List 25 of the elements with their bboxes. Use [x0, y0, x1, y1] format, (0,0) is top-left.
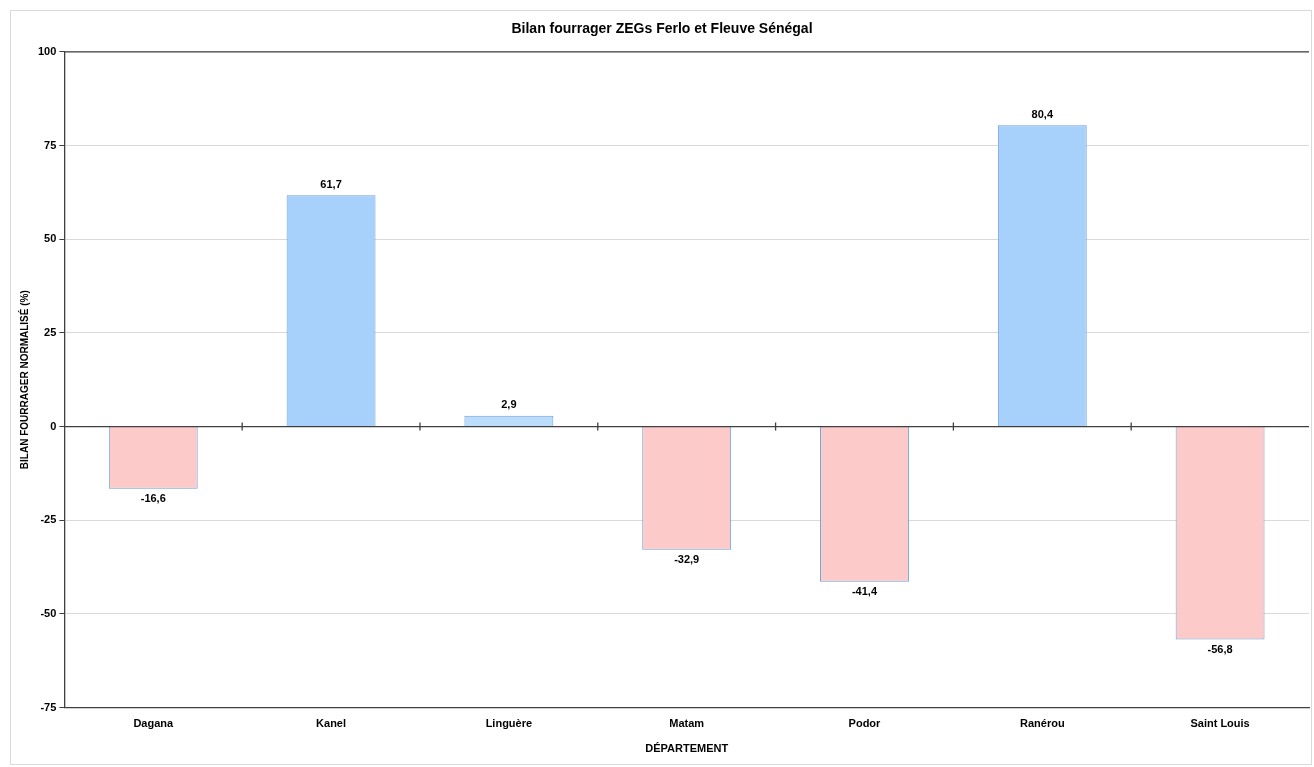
chart-title: Bilan fourrager ZEGs Ferlo et Fleuve Sénégal	[511, 20, 813, 37]
x-tick-label: Kanel	[316, 717, 347, 730]
x-tick-label: Linguère	[485, 717, 533, 730]
y-tick-label: 50	[44, 232, 57, 245]
x-tick-label: Dagana	[133, 717, 174, 730]
data-label: 2,9	[501, 398, 517, 411]
data-label: -56,8	[1207, 642, 1233, 655]
x-tick-label: Ranérou	[1019, 717, 1065, 730]
y-tick-label: -50	[40, 606, 57, 619]
data-label: -16,6	[140, 492, 166, 505]
y-tick-label: -75	[40, 700, 57, 713]
data-label: -41,4	[851, 585, 878, 598]
x-axis-title: DÉPARTEMENT	[645, 742, 729, 755]
y-tick-label: 100	[37, 44, 57, 57]
y-tick-label: 75	[44, 138, 57, 151]
y-tick-label: 0	[50, 419, 57, 432]
data-label: 61,7	[320, 177, 342, 190]
data-label: -32,9	[674, 553, 700, 566]
data-label: 80,4	[1031, 107, 1054, 120]
y-tick-label: 25	[44, 325, 57, 338]
x-tick-label: Saint Louis	[1190, 717, 1250, 730]
x-tick-label: Matam	[669, 717, 705, 730]
y-tick-label: -25	[40, 513, 57, 526]
y-axis-title: BILAN FOURRAGER NORMALISÉ (%)	[17, 290, 30, 470]
x-tick-label: Podor	[848, 717, 882, 730]
